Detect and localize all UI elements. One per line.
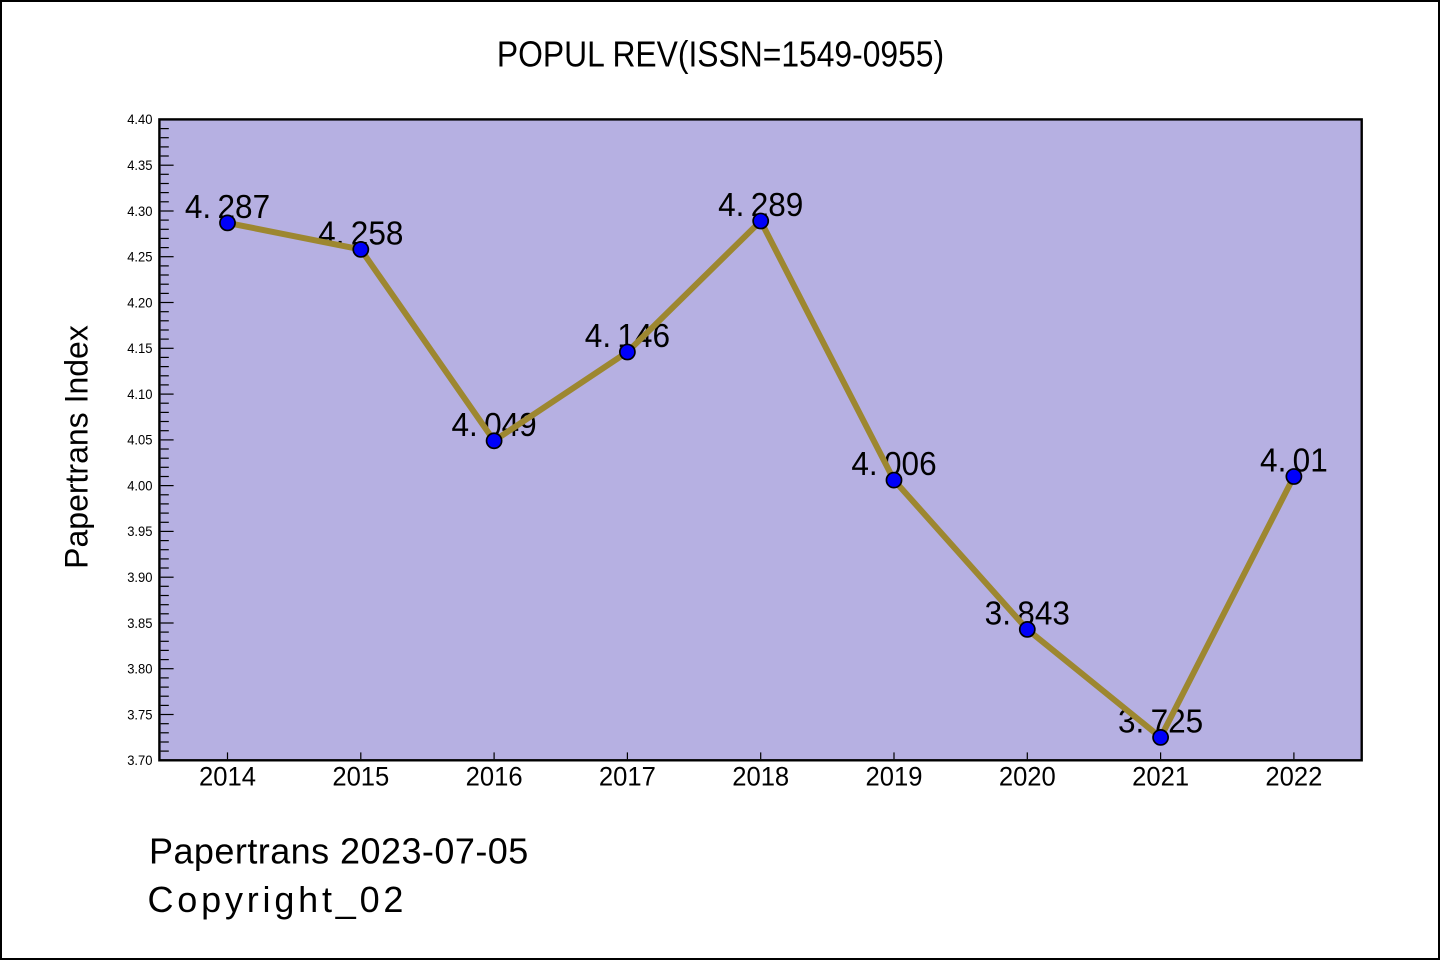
- svg-text:2021: 2021: [1132, 761, 1189, 792]
- svg-text:4.20: 4.20: [127, 295, 152, 311]
- svg-text:2019: 2019: [866, 761, 923, 792]
- svg-text:3.90: 3.90: [127, 570, 152, 586]
- svg-text:2017: 2017: [599, 761, 656, 792]
- svg-text:2015: 2015: [332, 761, 389, 792]
- svg-text:3.85: 3.85: [127, 615, 152, 631]
- svg-text:3.95: 3.95: [127, 524, 152, 540]
- svg-text:2020: 2020: [999, 761, 1056, 792]
- svg-text:3.75: 3.75: [127, 707, 152, 723]
- svg-text:Papertrans 2023-07-05: Papertrans 2023-07-05: [149, 831, 529, 872]
- svg-text:3.80: 3.80: [127, 661, 152, 677]
- svg-text:Papertrans Index: Papertrans Index: [59, 325, 95, 569]
- svg-text:4.30: 4.30: [127, 203, 152, 219]
- svg-text:2014: 2014: [199, 761, 256, 792]
- svg-text:4.25: 4.25: [127, 249, 152, 265]
- svg-text:POPUL REV(ISSN=1549-0955): POPUL REV(ISSN=1549-0955): [497, 35, 944, 75]
- svg-text:2018: 2018: [732, 761, 789, 792]
- svg-text:4.40: 4.40: [127, 112, 152, 128]
- svg-text:4.00: 4.00: [127, 478, 152, 494]
- svg-text:2022: 2022: [1265, 761, 1322, 792]
- svg-text:4.15: 4.15: [127, 341, 152, 357]
- svg-text:4.05: 4.05: [127, 432, 152, 448]
- svg-text:Copyright_02: Copyright_02: [148, 879, 408, 920]
- svg-text:2016: 2016: [466, 761, 523, 792]
- svg-text:4.35: 4.35: [127, 158, 152, 174]
- svg-text:4.10: 4.10: [127, 386, 152, 402]
- svg-text:3.70: 3.70: [127, 753, 152, 769]
